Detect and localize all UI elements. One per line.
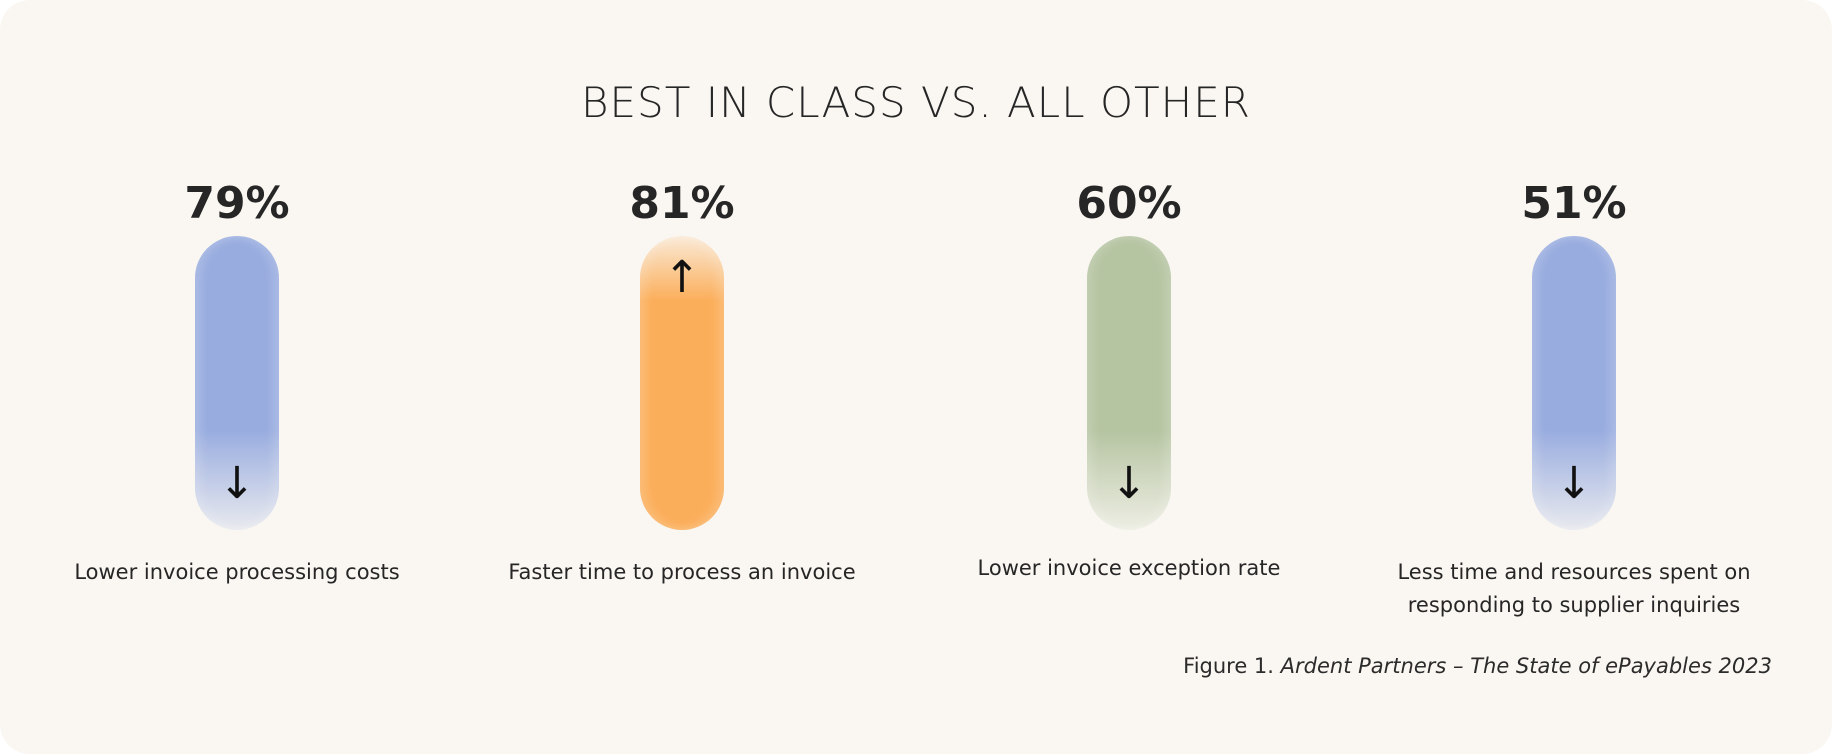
caption-prefix: Figure 1. [1183, 654, 1274, 678]
metric-label: Lower invoice exception rate [899, 552, 1359, 585]
metric-label-line: Lower invoice exception rate [977, 556, 1281, 580]
metric-exception-rate: 60% ↓ Lower invoice exception rate [899, 0, 1359, 754]
metric-label: Faster time to process an invoice [452, 556, 912, 589]
metric-time-to-process: 81% ↑ Faster time to process an invoice [452, 0, 912, 754]
metric-value: 60% [1076, 178, 1182, 229]
metric-label-line: Less time and resources spent on [1397, 560, 1751, 584]
metric-value: 81% [629, 178, 735, 229]
chart-title: BEST IN CLASS VS. ALL OTHER [581, 78, 1251, 127]
metric-label: Less time and resources spent on respondi… [1344, 556, 1804, 622]
metric-label-line: Faster time to process an invoice [508, 560, 856, 584]
metric-value: 79% [184, 178, 290, 229]
metric-label-line: responding to supplier inquiries [1407, 593, 1741, 617]
arrow-down-icon: ↓ [218, 458, 256, 509]
metric-bar [1532, 236, 1616, 530]
metric-label: Lower invoice processing costs [7, 556, 467, 589]
metric-processing-costs: 79% ↓ Lower invoice processing costs [7, 0, 467, 754]
figure-caption: Figure 1. Ardent Partners – The State of… [1183, 654, 1772, 678]
metric-label-line: Lower invoice processing costs [74, 560, 400, 584]
metric-supplier-inquiries: 51% ↓ Less time and resources spent on resp… [1344, 0, 1804, 754]
metric-bar [195, 236, 279, 530]
metric-bar [1087, 236, 1171, 530]
arrow-down-icon: ↓ [1110, 458, 1148, 509]
metric-bar [640, 236, 724, 530]
arrow-up-icon: ↑ [663, 252, 701, 303]
metric-value: 51% [1521, 178, 1627, 229]
caption-source: Ardent Partners – The State of ePayables… [1280, 654, 1772, 678]
arrow-down-icon: ↓ [1555, 458, 1593, 509]
